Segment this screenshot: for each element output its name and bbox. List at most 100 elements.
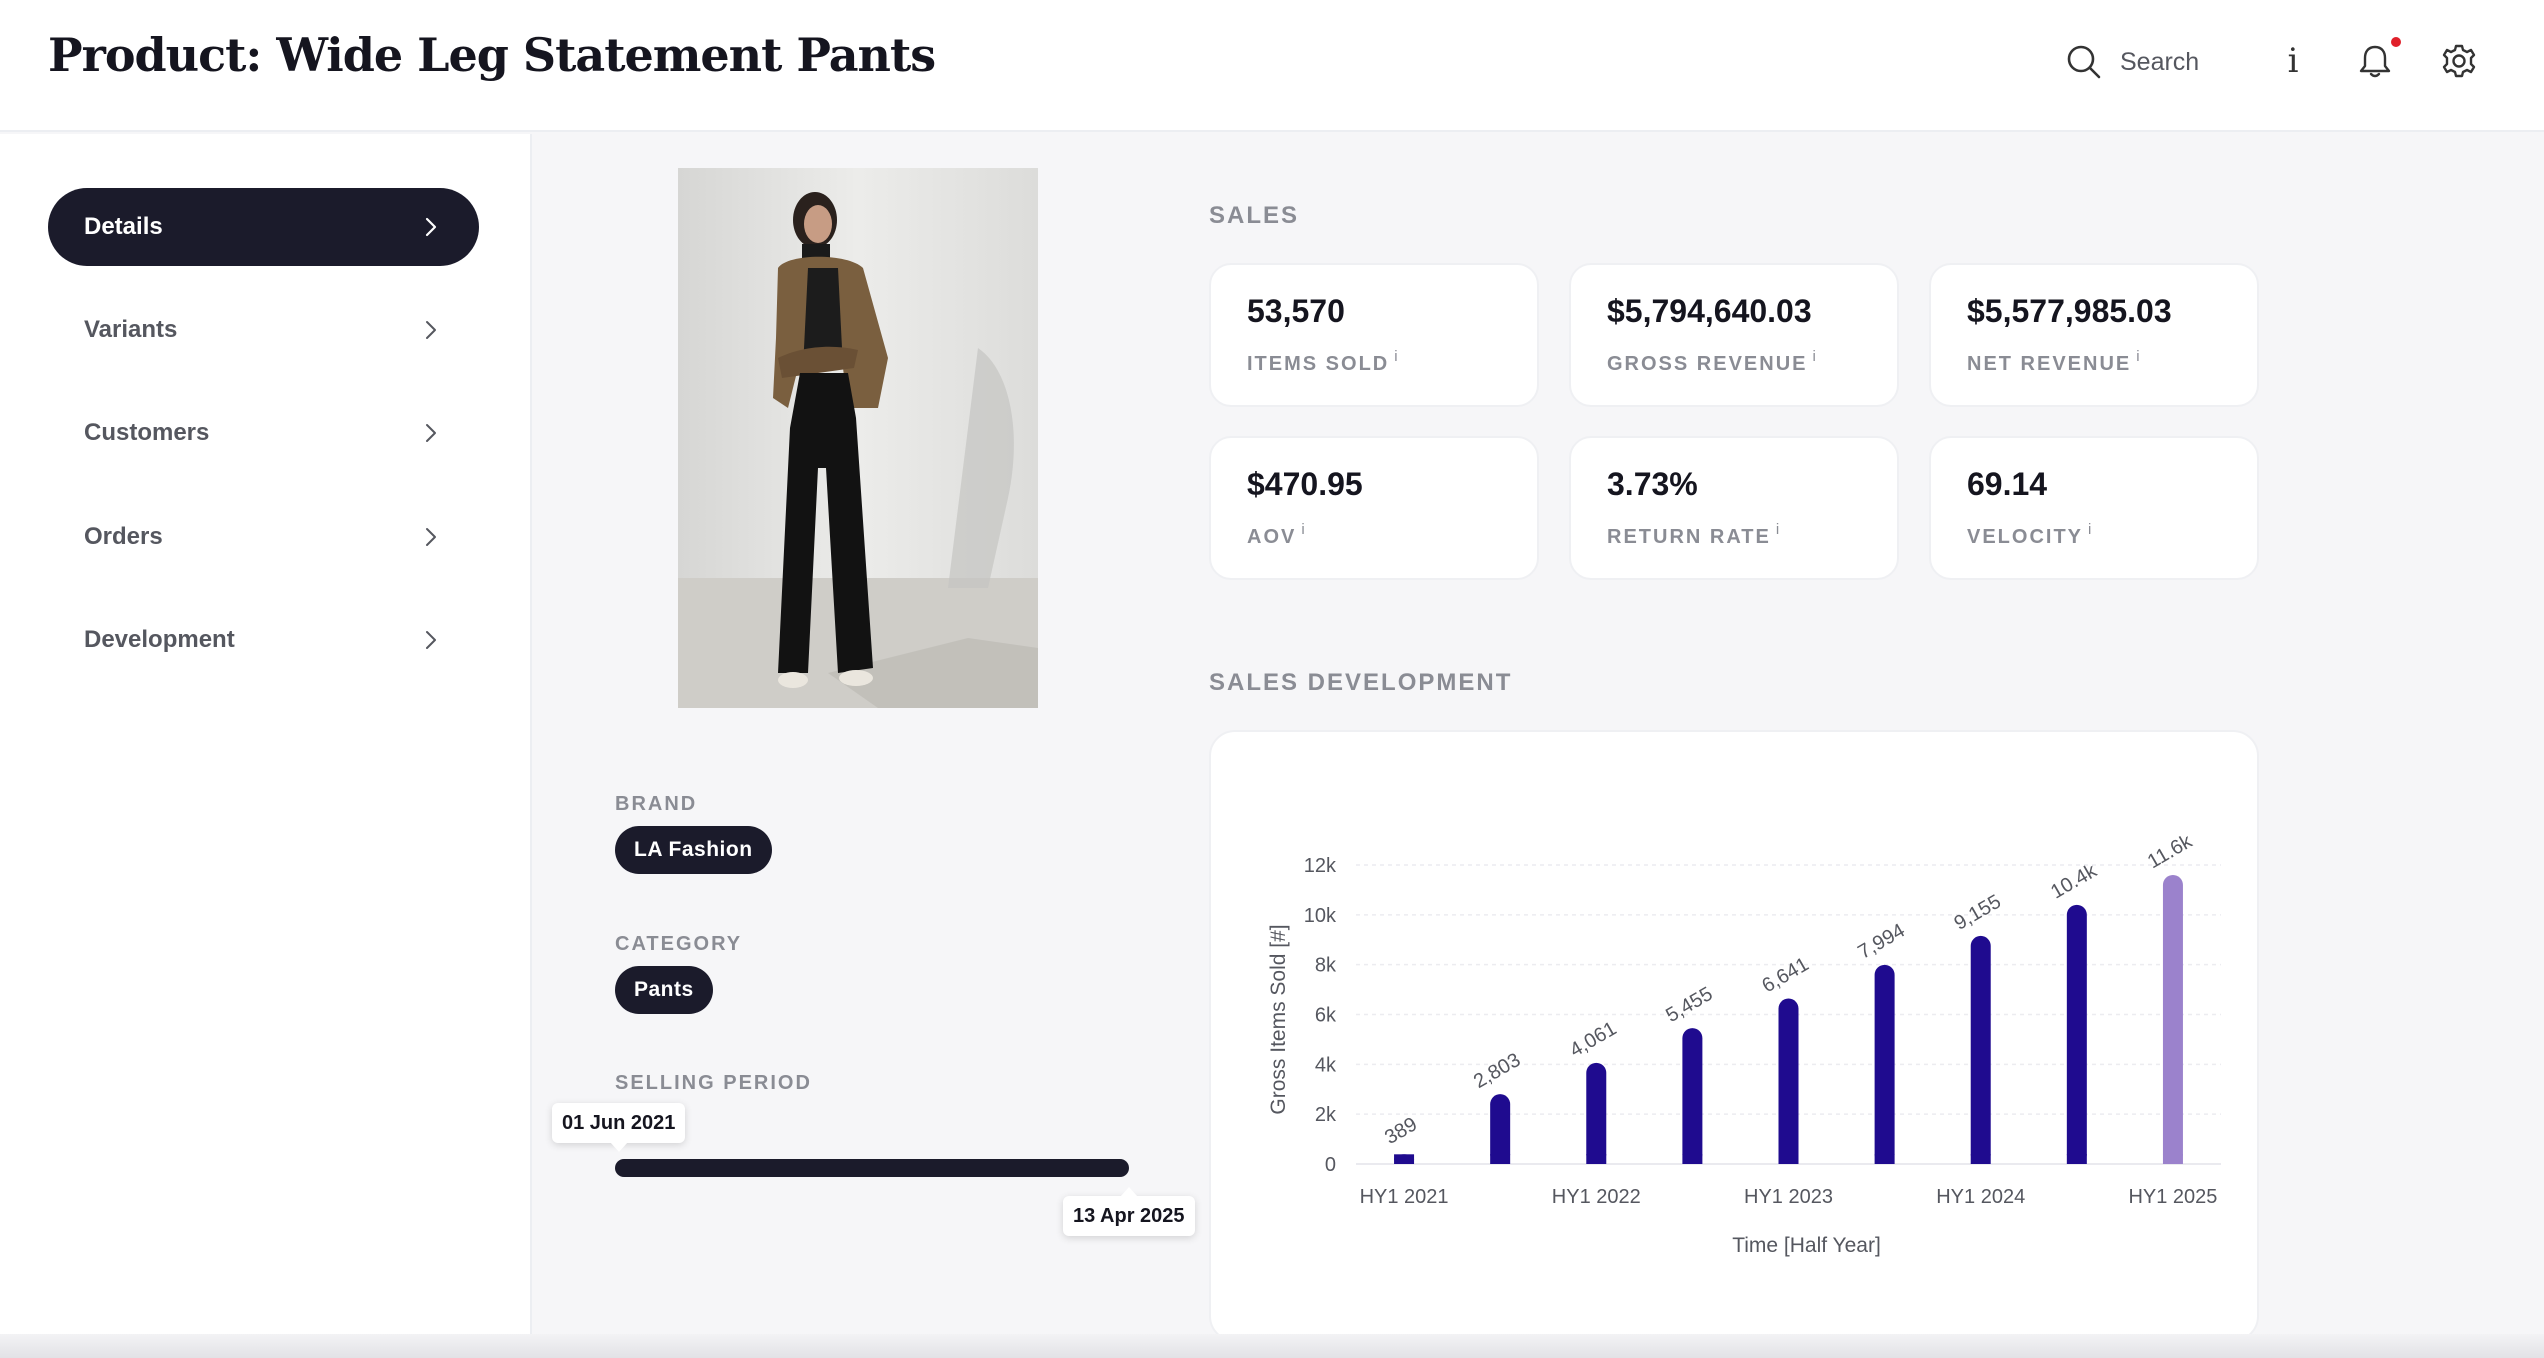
bottom-edge: [0, 1334, 2544, 1358]
kpi-card-return-rate: 3.73% RETURN RATE i: [1569, 436, 1899, 580]
chart-bar-base: [1490, 1154, 1511, 1164]
kpi-label: NET REVENUE i: [1967, 348, 2140, 375]
x-axis-label: Time [Half Year]: [1732, 1234, 1881, 1257]
selling-period-bar: [615, 1159, 1129, 1177]
chevron-right-icon: [426, 321, 436, 339]
search-label[interactable]: Search: [2120, 47, 2200, 76]
y-tick-label: 4k: [1315, 1054, 1337, 1076]
y-tick-label: 6k: [1315, 1005, 1337, 1027]
sidebar-item-development[interactable]: Development: [48, 601, 479, 679]
bar-data-label: 2,803: [1470, 1049, 1524, 1093]
chart-bar-base: [1778, 1154, 1799, 1164]
sidebar-item-label: Variants: [84, 316, 178, 343]
kpi-label: RETURN RATE i: [1607, 521, 1780, 548]
kpi-label: VELOCITY i: [1967, 521, 2092, 548]
sidebar-item-orders[interactable]: Orders: [48, 498, 479, 576]
info-icon[interactable]: i: [1394, 348, 1398, 365]
chart-bar: [1778, 998, 1799, 1164]
brand-chip: LA Fashion: [615, 826, 772, 874]
info-icon[interactable]: i: [1775, 521, 1780, 538]
chevron-right-icon: [426, 631, 436, 649]
bar-data-label: 7,994: [1854, 920, 1908, 964]
kpi-card-items-sold: 53,570 ITEMS SOLD i: [1209, 263, 1539, 407]
sidebar-item-label: Details: [84, 213, 163, 240]
chart-bar-base: [1682, 1154, 1703, 1164]
kpi-card-net-revenue: $5,577,985.03 NET REVENUE i: [1929, 263, 2259, 407]
chart-bar-base: [2162, 1154, 2183, 1164]
kpi-value: $5,794,640.03: [1607, 293, 1812, 329]
chart-bar: [1586, 1062, 1607, 1164]
chart-bar: [1490, 1094, 1511, 1164]
chart-bar: [1682, 1028, 1703, 1164]
sidebar-item-details[interactable]: Details: [48, 188, 479, 266]
y-tick-label: 8k: [1315, 955, 1337, 977]
x-tick-label: HY1 2023: [1744, 1186, 1833, 1208]
kpi-card-velocity: 69.14 VELOCITY i: [1929, 436, 2259, 580]
top-header: Product: Wide Leg Statement Pants Search…: [0, 0, 2544, 132]
info-icon[interactable]: i: [1301, 521, 1305, 538]
chart-bar: [2066, 904, 2087, 1164]
kpi-value: $5,577,985.03: [1967, 293, 2172, 329]
y-axis-label: Gross Items Sold [#]: [1267, 924, 1290, 1114]
chart-bar-base: [1586, 1154, 1607, 1164]
chevron-right-icon: [426, 424, 436, 442]
kpi-label: GROSS REVENUE i: [1607, 348, 1816, 375]
chart-bar: [2162, 874, 2183, 1164]
chart-bar-base: [1970, 1154, 1991, 1164]
kpi-label: AOV i: [1247, 521, 1305, 548]
kpi-value: 3.73%: [1607, 466, 1698, 502]
bar-data-label: 6,641: [1758, 953, 1812, 997]
sidebar-item-label: Customers: [84, 419, 210, 446]
category-label: CATEGORY: [615, 933, 743, 955]
chart-bar-base: [1874, 1154, 1895, 1164]
search-icon[interactable]: [2064, 42, 2104, 82]
bar-data-label: 4,061: [1566, 1018, 1620, 1062]
x-tick-label: HY1 2022: [1552, 1186, 1641, 1208]
sales-development-chart: 0 2k 4k 6k 8k 10k 12k 389 HY1 2021 2,803 4,061 HY1 …: [1209, 730, 2259, 1342]
sidebar: Details Variants Customers Orders Develo…: [0, 134, 532, 1358]
sidebar-item-label: Development: [84, 626, 235, 653]
chart-bar-base: [1394, 1154, 1415, 1164]
selling-period-label: SELLING PERIOD: [615, 1072, 812, 1094]
gear-icon[interactable]: [2436, 38, 2482, 84]
kpi-value: 69.14: [1967, 466, 2048, 502]
kpi-card-gross-revenue: $5,794,640.03 GROSS REVENUE i: [1569, 263, 1899, 407]
bar-data-label: 389: [1381, 1113, 1421, 1149]
info-icon[interactable]: i: [2287, 41, 2299, 81]
bar-chart: 0 2k 4k 6k 8k 10k 12k 389 HY1 2021 2,803 4,061 HY1 …: [1267, 830, 2221, 1257]
info-icon[interactable]: i: [2088, 521, 2092, 538]
chart-bar: [1970, 935, 1991, 1164]
sidebar-item-variants[interactable]: Variants: [48, 291, 479, 369]
sidebar-item-customers[interactable]: Customers: [48, 394, 479, 472]
sales-title: SALES: [1209, 202, 1300, 229]
notification-dot: [2391, 37, 2401, 47]
sales-development-title: SALES DEVELOPMENT: [1209, 669, 1513, 696]
x-tick-label: HY1 2024: [1936, 1186, 2025, 1208]
bar-data-label: 5,455: [1662, 983, 1716, 1027]
kpi-label: ITEMS SOLD i: [1247, 348, 1398, 375]
chart-bar: [1874, 964, 1895, 1164]
y-tick-label: 0: [1325, 1154, 1336, 1176]
y-tick-label: 10k: [1304, 905, 1337, 927]
y-tick-label: 12k: [1304, 855, 1337, 877]
search-box[interactable]: Search: [2064, 40, 2199, 84]
selling-start-date: 01 Jun 2021: [552, 1103, 686, 1152]
bar-data-label: 11.6k: [2144, 830, 2197, 873]
kpi-value: $470.95: [1247, 466, 1363, 502]
chevron-right-icon: [425, 217, 437, 237]
page-title: Product: Wide Leg Statement Pants: [48, 28, 936, 82]
x-tick-label: HY1 2021: [1360, 1186, 1449, 1208]
kpi-card-aov: $470.95 AOV i: [1209, 436, 1539, 580]
kpi-value: 53,570: [1247, 293, 1345, 329]
y-tick-label: 2k: [1315, 1104, 1337, 1126]
chart-bar-base: [2066, 1154, 2087, 1164]
selling-end-date: 13 Apr 2025: [1063, 1187, 1195, 1236]
info-icon[interactable]: i: [1812, 348, 1816, 365]
chevron-right-icon: [426, 528, 436, 546]
category-chip: Pants: [615, 966, 713, 1014]
bar-data-label: 9,155: [1951, 891, 2005, 935]
sidebar-item-label: Orders: [84, 523, 163, 550]
bar-data-label: 10.4k: [2047, 859, 2101, 903]
info-icon[interactable]: i: [2136, 348, 2140, 365]
bell-icon[interactable]: [2352, 38, 2398, 84]
